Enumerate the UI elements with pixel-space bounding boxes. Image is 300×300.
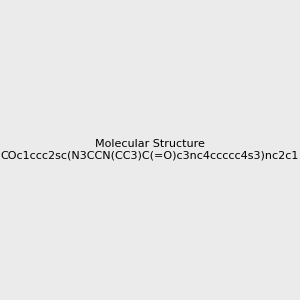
Text: Molecular Structure
COc1ccc2sc(N3CCN(CC3)C(=O)c3nc4ccccc4s3)nc2c1: Molecular Structure COc1ccc2sc(N3CCN(CC3…: [1, 139, 299, 161]
